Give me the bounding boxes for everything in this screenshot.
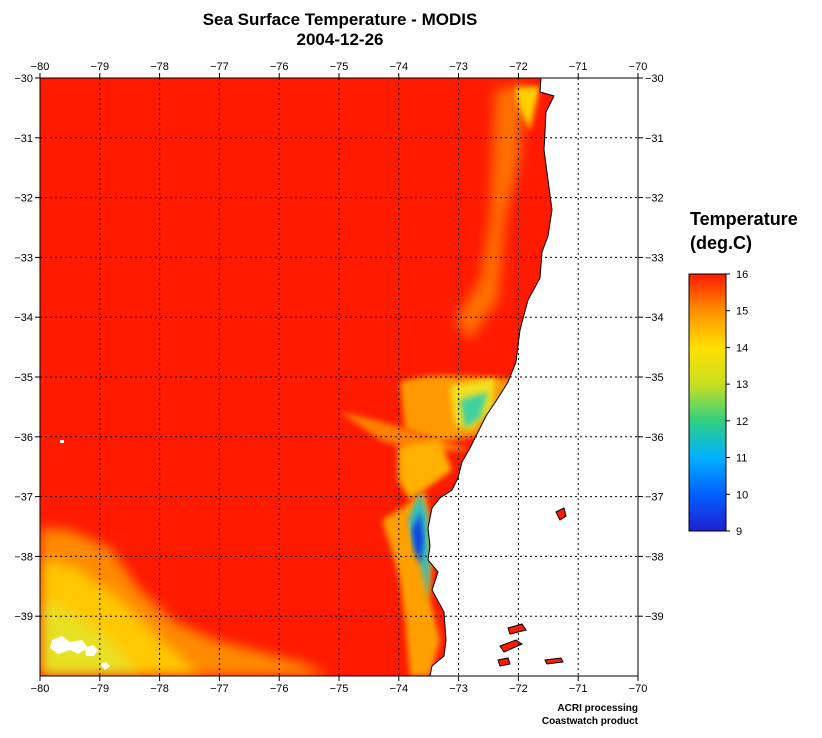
colorbar-tick-label: 9 xyxy=(736,526,742,538)
lon-label-top: −76 xyxy=(270,61,289,73)
lon-label-bottom: −77 xyxy=(210,683,229,695)
lon-label-bottom: −74 xyxy=(389,683,408,695)
lon-label-top: −77 xyxy=(210,61,229,73)
colorbar xyxy=(688,273,727,532)
southwest-cloud-gaps xyxy=(50,440,110,670)
lon-label-bottom: −80 xyxy=(31,683,50,695)
title-line-1: Sea Surface Temperature - MODIS xyxy=(202,10,478,29)
lat-label-left: −33 xyxy=(14,252,33,264)
colorbar-tick-label: 16 xyxy=(736,269,748,281)
lon-label-top: −74 xyxy=(389,61,408,73)
lon-label-top: −70 xyxy=(629,61,648,73)
lat-label-right: −36 xyxy=(645,432,664,444)
land-chile xyxy=(427,78,638,676)
lat-label-right: −38 xyxy=(645,551,664,563)
lon-label-bottom: −71 xyxy=(569,683,588,695)
colorbar-tick-label: 13 xyxy=(736,379,748,391)
lat-label-right: −30 xyxy=(645,73,664,85)
lat-label-right: −32 xyxy=(645,193,664,205)
credits-line-1: ACRI processing xyxy=(557,703,638,714)
legend-title-line-2: (deg.C) xyxy=(690,233,752,253)
coastal-upwelling xyxy=(340,84,540,676)
lat-label-left: −30 xyxy=(14,73,33,85)
lon-label-top: −75 xyxy=(330,61,349,73)
graticule xyxy=(35,73,643,681)
lat-label-right: −37 xyxy=(645,492,664,504)
lon-label-top: −80 xyxy=(31,61,50,73)
lon-label-bottom: −75 xyxy=(330,683,349,695)
lat-label-right: −35 xyxy=(645,372,664,384)
lon-label-bottom: −73 xyxy=(449,683,468,695)
lat-label-left: −37 xyxy=(14,492,33,504)
credits-line-2: Coastwatch product xyxy=(541,716,638,727)
lat-label-right: −39 xyxy=(645,611,664,623)
map-plot-area xyxy=(40,78,638,676)
lat-label-left: −38 xyxy=(14,551,33,563)
colorbar-tick-label: 10 xyxy=(736,489,748,501)
lat-label-left: −34 xyxy=(14,312,33,324)
lon-label-bottom: −79 xyxy=(90,683,109,695)
lat-label-left: −31 xyxy=(14,133,33,145)
lon-label-top: −71 xyxy=(569,61,588,73)
lat-label-right: −33 xyxy=(645,252,664,264)
colorbar-tick-label: 15 xyxy=(736,306,748,318)
lat-label-left: −32 xyxy=(14,193,33,205)
legend-title-line-1: Temperature xyxy=(690,209,798,229)
lon-label-bottom: −72 xyxy=(509,683,528,695)
lon-label-bottom: −70 xyxy=(629,683,648,695)
lon-label-bottom: −78 xyxy=(150,683,169,695)
lat-label-right: −34 xyxy=(645,312,664,324)
chiloe-islands xyxy=(497,507,567,667)
colorbar-tick-label: 12 xyxy=(736,416,748,428)
lon-label-top: −78 xyxy=(150,61,169,73)
tick-labels: −80 −80 −79 −79 −78 −78 −77 −77 −76 −76 −75 −75 −74 −… xyxy=(14,61,663,695)
lat-label-left: −35 xyxy=(14,372,33,384)
lon-label-bottom: −76 xyxy=(270,683,289,695)
lon-label-top: −79 xyxy=(90,61,109,73)
map-title: Sea Surface Temperature - MODIS 2004-12-… xyxy=(40,10,640,50)
lon-label-top: −73 xyxy=(449,61,468,73)
title-line-2: 2004-12-26 xyxy=(296,30,384,49)
colorbar-tick-label: 14 xyxy=(736,342,748,354)
colorbar-labels: 16 15 14 13 12 11 10 9 xyxy=(726,269,748,538)
lon-label-top: −72 xyxy=(509,61,528,73)
credits: ACRI processing Coastwatch product xyxy=(500,702,638,728)
legend-title: Temperature (deg.C) xyxy=(690,207,798,255)
lat-label-right: −31 xyxy=(645,133,664,145)
lat-label-left: −36 xyxy=(14,432,33,444)
lat-label-left: −39 xyxy=(14,611,33,623)
colorbar-tick-label: 11 xyxy=(736,453,747,465)
